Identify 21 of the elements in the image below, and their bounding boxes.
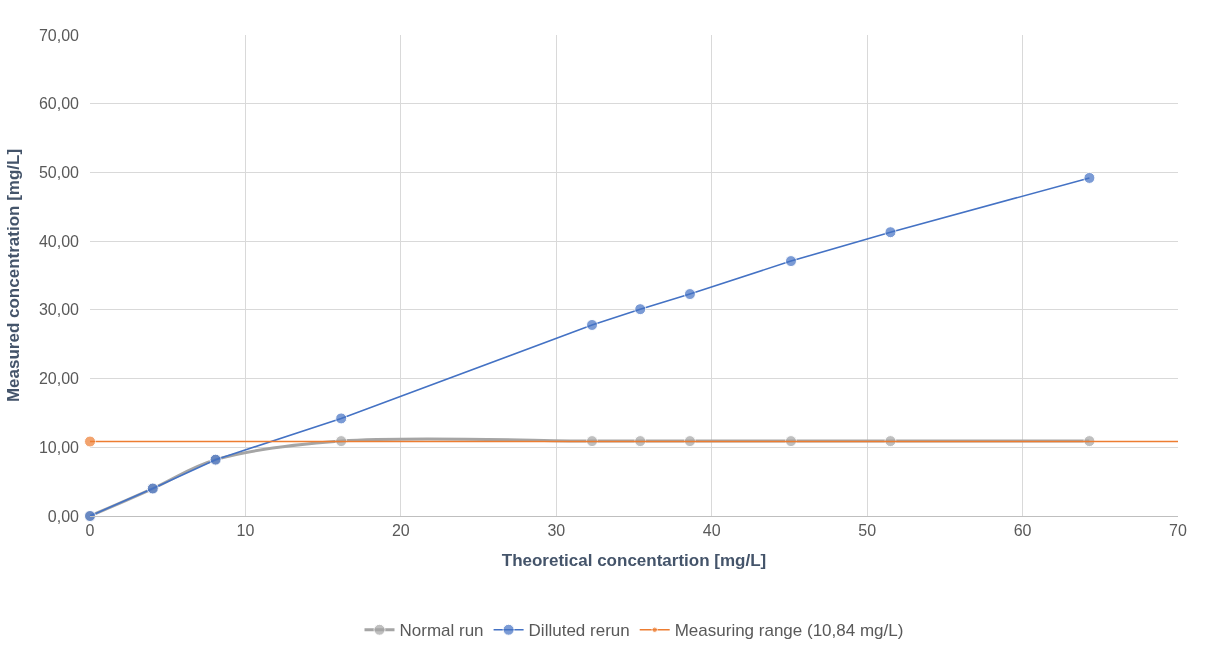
y-tick-label: 10,00 (38, 438, 80, 456)
x-tick-label: 0 (85, 522, 95, 540)
y-tick-label: 60,00 (38, 95, 80, 113)
y-tick-label: 40,00 (38, 232, 80, 250)
x-tick-label: 70 (1169, 522, 1187, 540)
x-tick-label: 20 (391, 522, 410, 540)
y-tick-label: 0,00 (47, 507, 80, 525)
y-tick-label: 50,00 (38, 164, 80, 182)
legend-label: Measuring range (10,84 mg/L) (674, 621, 904, 641)
legend-label: Normal run (399, 621, 484, 641)
x-tick-label: 30 (547, 522, 566, 540)
y-tick-label: 70,00 (38, 26, 80, 44)
x-tick-label: 60 (1013, 522, 1032, 540)
legend-label: Dilluted rerun (528, 621, 630, 641)
y-tick-label: 30,00 (38, 301, 80, 319)
x-tick-label: 50 (858, 522, 877, 540)
x-tick-label: 40 (702, 522, 721, 540)
y-tick-label: 20,00 (38, 370, 80, 388)
x-tick-label: 10 (236, 522, 255, 540)
x-axis-title: Theoretical concentartion [mg/L] (501, 550, 767, 570)
y-axis-title: Measured concentration [mg/L] (3, 148, 23, 403)
